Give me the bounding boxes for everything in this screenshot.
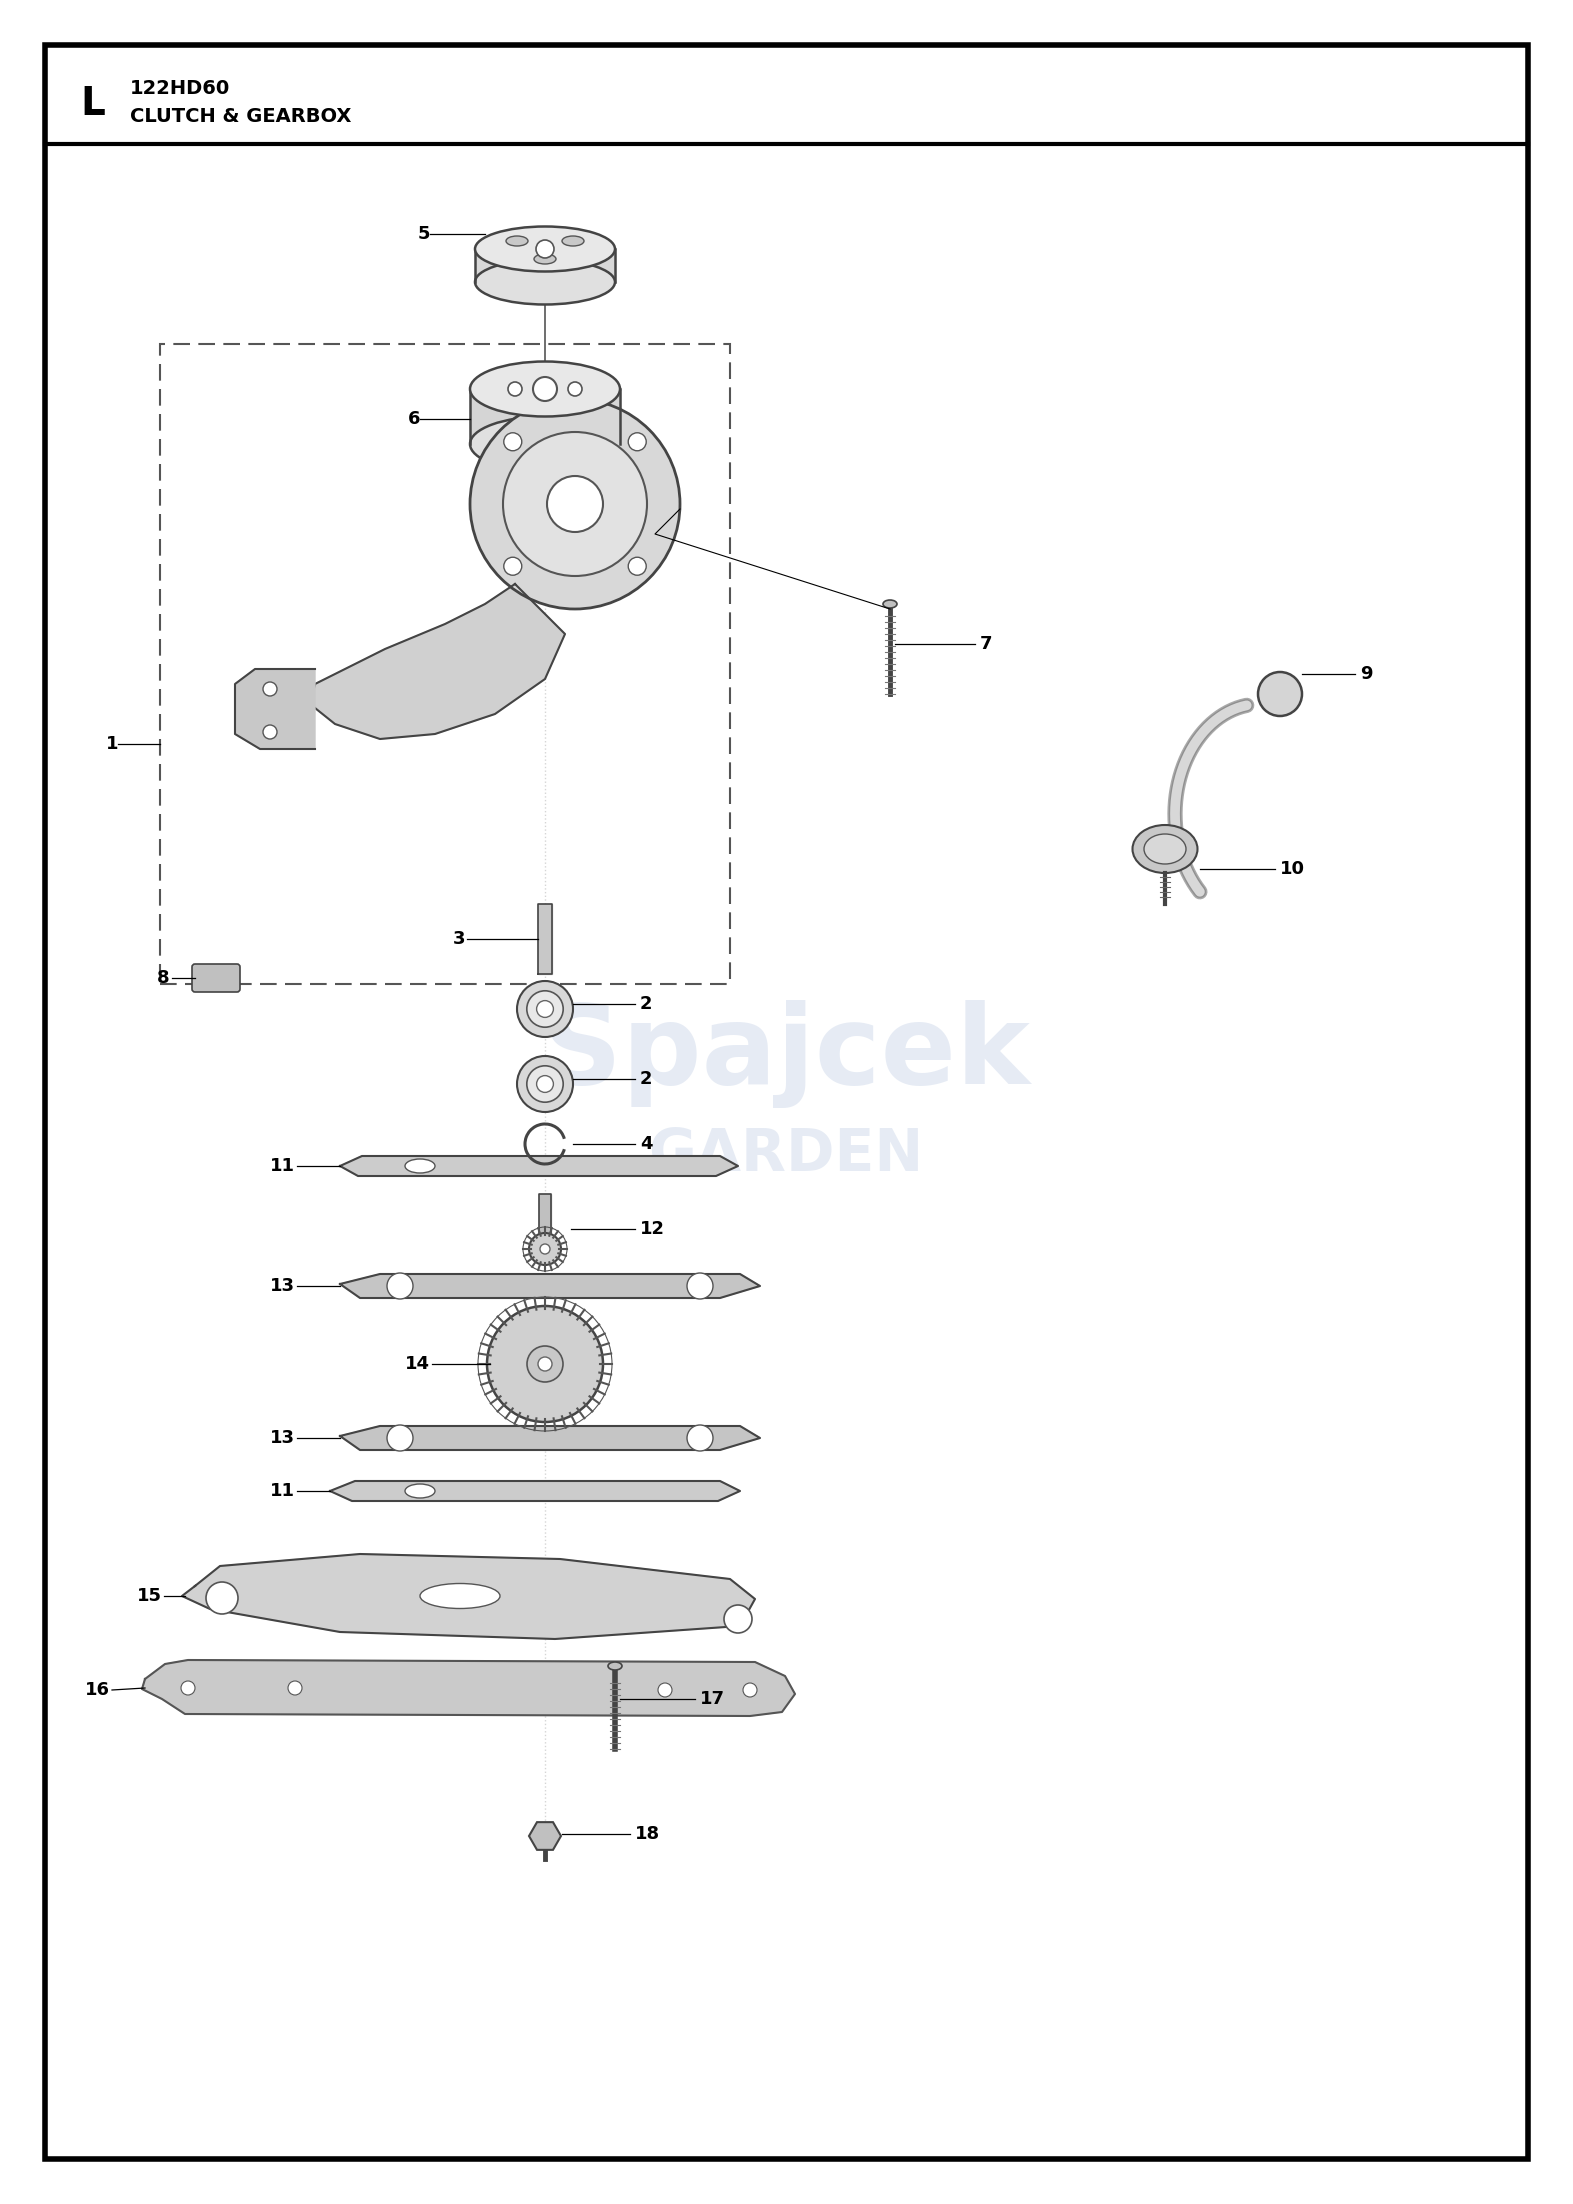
Circle shape: [742, 1684, 757, 1697]
Text: 18: 18: [635, 1825, 661, 1843]
Ellipse shape: [470, 361, 620, 417]
Bar: [160, 344, 730, 983]
Ellipse shape: [562, 236, 584, 247]
Text: 14: 14: [404, 1355, 429, 1373]
Ellipse shape: [609, 1662, 621, 1671]
Text: 5: 5: [417, 225, 429, 242]
Circle shape: [527, 1347, 563, 1382]
Circle shape: [387, 1426, 414, 1450]
Circle shape: [529, 1232, 562, 1265]
Ellipse shape: [404, 1159, 436, 1173]
Circle shape: [628, 432, 647, 452]
Text: 11: 11: [271, 1157, 296, 1175]
Circle shape: [288, 1682, 302, 1695]
Text: 13: 13: [271, 1276, 296, 1296]
Text: 17: 17: [700, 1690, 725, 1708]
Circle shape: [503, 432, 522, 452]
Text: 8: 8: [157, 970, 170, 987]
Circle shape: [518, 981, 573, 1038]
Polygon shape: [540, 1195, 551, 1232]
Circle shape: [387, 1274, 414, 1298]
Text: 12: 12: [640, 1221, 665, 1239]
Circle shape: [540, 1243, 551, 1254]
Text: 15: 15: [137, 1587, 162, 1605]
Circle shape: [628, 558, 647, 575]
Text: 3: 3: [453, 930, 466, 948]
Text: 2: 2: [640, 1069, 653, 1089]
Ellipse shape: [420, 1582, 500, 1609]
Text: 7: 7: [980, 635, 993, 652]
Ellipse shape: [470, 417, 620, 472]
Text: 9: 9: [1361, 666, 1373, 683]
Circle shape: [503, 558, 522, 575]
Circle shape: [508, 381, 522, 397]
Ellipse shape: [533, 253, 555, 264]
Circle shape: [263, 725, 277, 738]
Circle shape: [568, 381, 582, 397]
Text: 16: 16: [85, 1682, 110, 1699]
Ellipse shape: [475, 227, 615, 271]
Ellipse shape: [882, 599, 897, 608]
Circle shape: [206, 1582, 238, 1613]
Circle shape: [533, 377, 557, 401]
Ellipse shape: [507, 236, 529, 247]
Text: 122HD60: 122HD60: [131, 79, 230, 99]
Circle shape: [1258, 672, 1302, 716]
Circle shape: [263, 681, 277, 696]
Polygon shape: [340, 1274, 760, 1298]
Text: 2: 2: [640, 994, 653, 1014]
Circle shape: [687, 1426, 713, 1450]
Circle shape: [687, 1274, 713, 1298]
Circle shape: [658, 1684, 672, 1697]
Text: 13: 13: [271, 1428, 296, 1448]
Circle shape: [536, 1076, 554, 1093]
Text: 1: 1: [105, 734, 118, 754]
Polygon shape: [340, 1157, 738, 1177]
Polygon shape: [470, 388, 620, 443]
Circle shape: [488, 1307, 602, 1422]
Text: 6: 6: [407, 410, 420, 428]
Ellipse shape: [1133, 824, 1197, 873]
Circle shape: [724, 1605, 752, 1633]
Polygon shape: [330, 1481, 739, 1501]
Text: GARDEN: GARDEN: [648, 1126, 923, 1184]
Circle shape: [536, 1001, 554, 1018]
Polygon shape: [234, 670, 315, 749]
Polygon shape: [310, 584, 565, 738]
Circle shape: [503, 432, 647, 575]
Ellipse shape: [475, 260, 615, 304]
Circle shape: [538, 1358, 552, 1371]
Circle shape: [181, 1682, 195, 1695]
Polygon shape: [182, 1554, 755, 1640]
Circle shape: [527, 992, 563, 1027]
Polygon shape: [538, 904, 552, 974]
Ellipse shape: [404, 1483, 436, 1499]
Circle shape: [536, 240, 554, 258]
Text: 4: 4: [640, 1135, 653, 1153]
Text: Spajcek: Spajcek: [543, 1001, 1030, 1109]
Text: 11: 11: [271, 1481, 296, 1501]
Text: CLUTCH & GEARBOX: CLUTCH & GEARBOX: [131, 106, 351, 126]
Polygon shape: [475, 249, 615, 282]
Text: L: L: [80, 86, 105, 123]
Polygon shape: [142, 1660, 794, 1717]
Ellipse shape: [1144, 833, 1186, 864]
Circle shape: [518, 1056, 573, 1113]
Circle shape: [470, 399, 680, 608]
Circle shape: [547, 476, 602, 531]
Polygon shape: [340, 1426, 760, 1450]
Circle shape: [527, 1067, 563, 1102]
Circle shape: [538, 381, 552, 397]
Text: 10: 10: [1280, 860, 1306, 877]
FancyBboxPatch shape: [192, 963, 241, 992]
